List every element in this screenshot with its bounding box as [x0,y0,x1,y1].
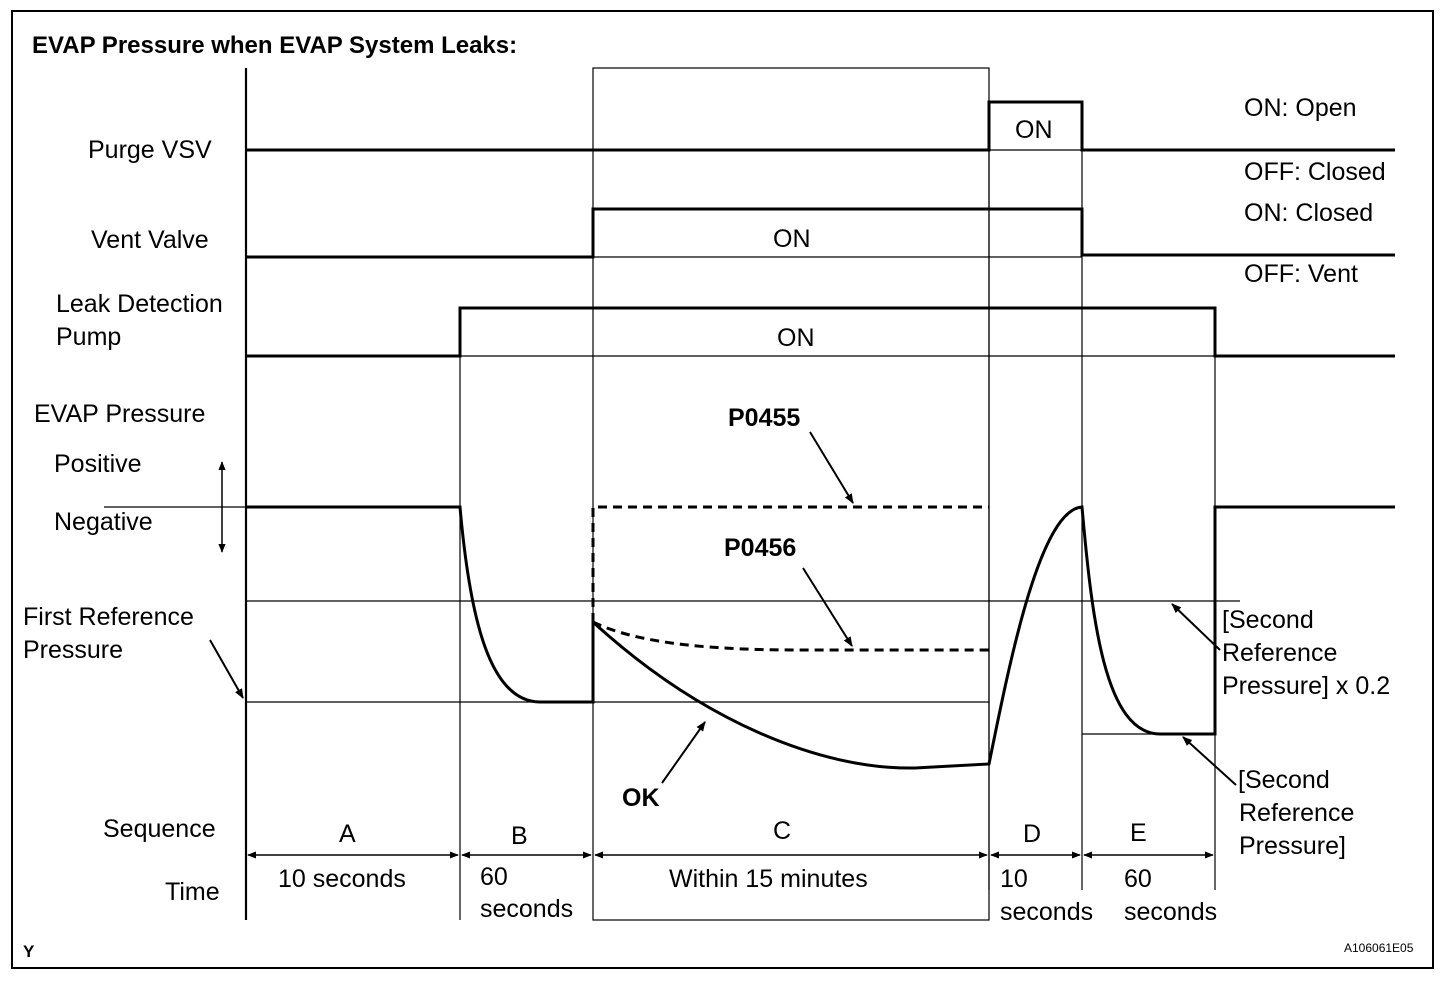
outer-frame [11,10,1434,969]
sequence-c: C [773,817,791,845]
vent-on-legend: ON: Closed [1244,199,1373,227]
state-labels: ON ON ON ON: Open OFF: Closed ON: Closed… [773,94,1386,352]
time-e-line1: 60 [1124,865,1152,893]
time-e-line2: seconds [1124,898,1217,926]
sequence-e: E [1130,819,1147,847]
leak-pump-trace [246,306,1395,358]
p0455-trace [591,505,989,622]
first-ref-label-line2: Pressure [23,636,123,664]
ok-leader [661,721,706,784]
purge-on-label: ON [1015,116,1053,144]
purge-on-legend: ON: Open [1244,94,1357,122]
p0455-leader [809,431,854,504]
second-ref-line1: [Second [1238,766,1330,794]
second-ref-x02-line1: [Second [1222,606,1314,634]
annotations: P0455 P0456 OK [Second Reference Pressur… [622,404,1390,860]
positive-label: Positive [54,450,142,478]
second-ref-line2: Reference [1239,799,1354,827]
pump-on-label: ON [777,324,815,352]
grid-lines [104,67,1240,921]
leak-pump-label-line2: Pump [56,323,121,351]
p0456-leader [802,567,853,647]
time-a: 10 seconds [278,865,406,893]
failure-traces [591,505,989,652]
time-c: Within 15 minutes [669,865,868,893]
purge-vsv-trace [246,100,1395,152]
second-ref-x02-leader [1171,603,1221,651]
evap-pressure-trace [246,505,1395,770]
time-b-line1: 60 [480,863,508,891]
evap-pressure-label: EVAP Pressure [34,400,205,428]
sequence-label: Sequence [103,815,216,843]
vent-valve-trace [246,207,1395,259]
p0455-label: P0455 [728,404,800,432]
second-ref-line3: Pressure] [1239,832,1346,860]
second-ref-x02-line3: Pressure] x 0.2 [1222,672,1390,700]
leader-arrows [209,431,1237,786]
sequence-a: A [339,820,356,848]
time-b-line2: seconds [480,895,573,923]
negative-label: Negative [54,508,153,536]
diagram-title: EVAP Pressure when EVAP System Leaks: [32,32,517,59]
time-d-line1: 10 [1000,865,1028,893]
p0456-trace [592,620,989,652]
leak-pump-label-line1: Leak Detection [56,290,223,318]
vent-off-legend: OFF: Vent [1244,260,1358,288]
ok-label: OK [622,784,660,812]
second-ref-leader [1182,736,1237,786]
first-ref-label-line1: First Reference [23,603,194,631]
time-d-line2: seconds [1000,898,1093,926]
purge-vsv-label: Purge VSV [88,136,212,164]
second-ref-x02-line2: Reference [1222,639,1337,667]
sequence-b: B [511,822,528,850]
row-labels: Purge VSV Vent Valve Leak Detection Pump… [23,136,223,906]
time-labels: 10 seconds 60 seconds Within 15 minutes … [278,863,1217,926]
sequence-d: D [1023,820,1041,848]
vent-on-label: ON [773,225,811,253]
time-label: Time [165,878,220,906]
purge-off-legend: OFF: Closed [1244,158,1386,186]
footer-left-mark: Y [23,942,35,961]
sequence-letters: A B C D E [339,817,1147,850]
p0456-label: P0456 [724,534,796,562]
vent-valve-label: Vent Valve [91,226,209,254]
figure-id: A106061E05 [1344,941,1414,955]
first-ref-leader [209,639,244,699]
signal-traces [246,100,1395,770]
